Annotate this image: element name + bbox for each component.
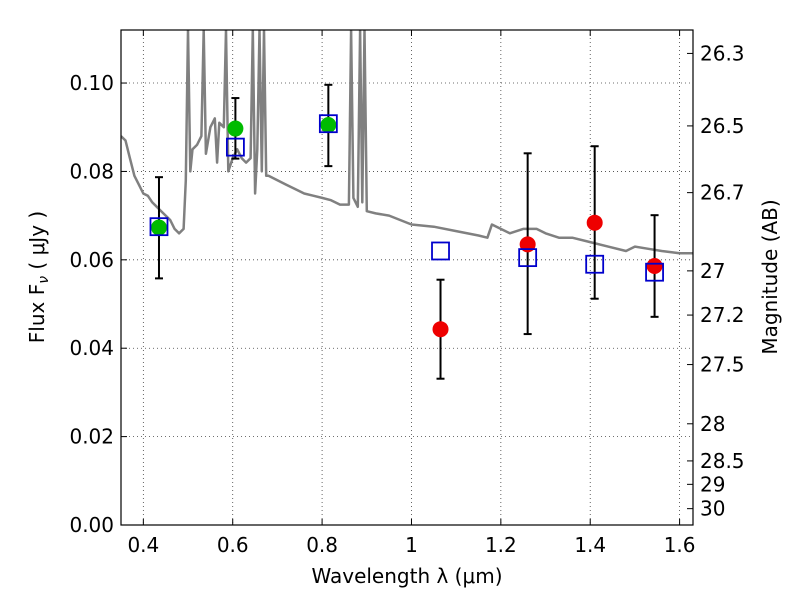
data-point-marker [227,120,244,137]
data-point-marker [646,258,663,275]
model-flux-marker [585,254,605,274]
model-spectrum-layer [121,30,693,255]
model-spectrum-line [121,30,693,255]
mag-tick-label: 28 [700,412,725,436]
data-point-marker [586,214,603,231]
y-tick-label: 0.04 [69,336,114,360]
data-points-layer [149,83,664,380]
model-flux-marker [225,137,245,157]
axis-ticks: 0.4 0.6 0.8 1 1.2 1.4 1.6 0.00 0.02 0.04 0.06 0.08 0… [69,30,745,557]
model-flux-marker [645,262,664,282]
mag-tick-label: 26.5 [700,114,745,138]
y-axis-label-text: Flux F [25,284,49,343]
data-point-marker [320,117,337,134]
y-tick-label: 0.02 [69,425,114,449]
x-tick-label: 1.6 [664,533,696,557]
x-tick-label: 0.4 [127,533,159,557]
mag-tick-label: 26.3 [700,41,745,65]
x-tick-label: 0.6 [217,533,249,557]
x-tick-label: 1.4 [574,533,606,557]
x-tick-label: 1.2 [485,533,517,557]
model-flux-marker [518,248,538,268]
y-tick-label: 0.06 [69,248,114,272]
model-flux-marker [149,217,169,237]
mag-tick-label: 27.2 [700,303,745,327]
data-point-marker [150,219,167,236]
y-tick-label: 0.08 [69,159,114,183]
model-flux-marker [318,114,338,134]
y-axis-label-right: Magnitude (AB) [758,199,782,354]
x-tick-label: 1 [405,533,418,557]
mag-tick-label: 26.7 [700,181,745,205]
y-tick-label: 0.00 [69,513,114,537]
model-flux-marker [431,241,450,261]
y-axis-label-subscript: ν [36,276,52,284]
y-axis-label-unit: ( μJy ) [25,211,49,276]
mag-tick-label: 27 [700,259,725,283]
y-tick-label: 0.10 [69,71,114,95]
x-tick-label: 0.8 [306,533,338,557]
mag-tick-label: 28.5 [700,449,745,473]
mag-tick-label: 30 [700,497,725,521]
grid-lines [121,30,693,526]
mag-tick-label: 27.5 [700,353,745,377]
data-point-marker [432,321,449,338]
x-axis-label: Wavelength λ (μm) [311,564,502,588]
y-axis-label-left: Flux Fν ( μJy ) [25,211,52,343]
mag-tick-label: 29 [700,472,725,496]
plot-frame [120,29,694,526]
